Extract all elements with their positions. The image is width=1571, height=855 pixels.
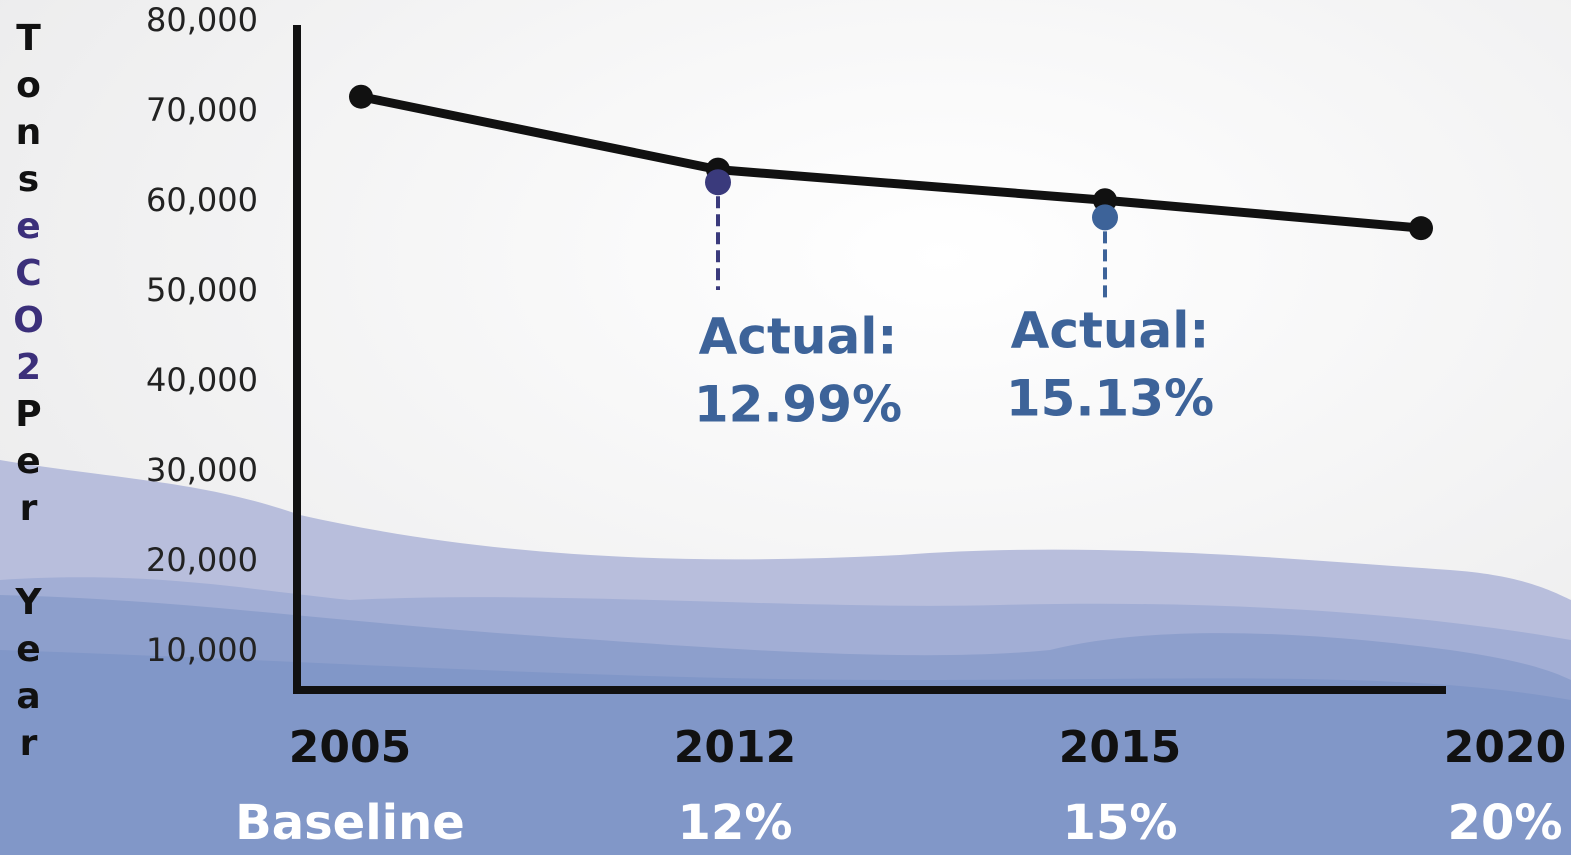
y-axis-label: TonseCO2Per Year: [8, 18, 49, 770]
wave: [0, 650, 1571, 855]
annotation-label: Actual:: [1011, 302, 1210, 360]
y-tick-label: 20,000: [146, 541, 258, 579]
point: [1409, 216, 1433, 241]
x-tick-label: 2020: [1444, 722, 1566, 773]
y-tick-label: 40,000: [146, 361, 258, 399]
y-tick-label: 10,000: [146, 631, 258, 669]
y-label-part: Per Year: [8, 394, 49, 770]
point: [349, 84, 373, 109]
category-note: Baseline: [235, 795, 465, 851]
line: [360, 92, 1422, 233]
actual-point: [1092, 204, 1118, 231]
annotation-value: 15.13%: [1006, 370, 1214, 428]
category-note: 20%: [1448, 795, 1563, 851]
y-tick-label: 60,000: [146, 181, 258, 219]
y-tick-label: 80,000: [146, 1, 258, 39]
annotation-value: 12.99%: [694, 376, 902, 434]
annotation-label: Actual:: [699, 308, 898, 366]
y-tick-label: 50,000: [146, 271, 258, 309]
y-tick-label: 70,000: [146, 91, 258, 129]
x-tick-label: 2012: [674, 722, 796, 773]
y-tick-label: 30,000: [146, 451, 258, 489]
x-tick-label: 2015: [1059, 722, 1181, 773]
y-label-part: eCO2: [8, 206, 49, 394]
x-tick-label: 2005: [289, 722, 411, 773]
y-label-part: Tons: [8, 18, 49, 206]
actual-point: [705, 169, 731, 196]
category-note: 12%: [678, 795, 793, 851]
category-note: 15%: [1063, 795, 1178, 851]
